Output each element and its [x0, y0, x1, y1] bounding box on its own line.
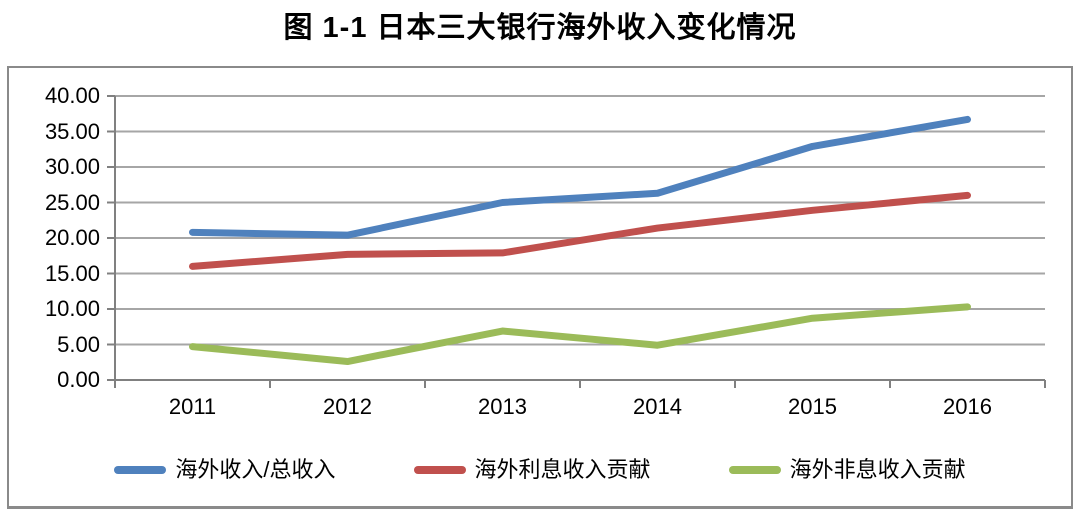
series-line-overseas-income-to-total-income [189, 115, 971, 239]
chart-title: 图 1-1 日本三大银行海外收入变化情况 [283, 12, 797, 44]
legend-line-swatch [728, 466, 781, 474]
y-axis-label: 20.00 [44, 225, 100, 250]
x-axis-label: 2014 [633, 394, 682, 419]
legend-line-swatch [114, 466, 167, 474]
y-axis-label: 0.00 [57, 367, 100, 392]
y-axis-label: 5.00 [57, 331, 100, 357]
y-axis-label: 40.00 [44, 83, 100, 108]
y-axis-label: 35.00 [44, 118, 100, 144]
series-line-overseas-non-interest-income-contribution [189, 303, 971, 366]
x-axis-label: 2012 [323, 394, 372, 419]
x-axis-label: 2011 [168, 394, 217, 419]
x-axis-label: 2016 [943, 394, 992, 419]
x-axis-label: 2015 [788, 394, 837, 419]
y-axis-label: 30.00 [44, 154, 100, 179]
legend: 海外收入/总收入 海外利息收入贡献 海外非息收入贡献 [9, 454, 1071, 486]
legend-item-overseas-income-to-total-income: 海外收入/总收入 [114, 456, 336, 484]
series-line-overseas-interest-income-contribution [189, 191, 971, 270]
legend-item-overseas-interest-income-contribution: 海外利息收入贡献 [413, 456, 651, 484]
legend-label: 海外非息收入贡献 [789, 457, 966, 482]
chart-frame: 40.00 35.00 30.00 25.00 20.00 15.00 10.00 5.00 0… [7, 66, 1073, 509]
chart-plot-area: 40.00 35.00 30.00 25.00 20.00 15.00 10.00 5.00 0… [9, 68, 1071, 506]
legend-item-overseas-non-interest-income-contribution: 海外非息收入贡献 [728, 456, 966, 484]
legend-line-swatch [413, 466, 466, 474]
y-axis-label: 15.00 [44, 260, 100, 286]
y-axis-label: 25.00 [44, 189, 100, 215]
legend-label: 海外收入/总收入 [175, 457, 336, 482]
y-axis-label: 10.00 [44, 296, 100, 321]
x-axis-label: 2013 [478, 394, 527, 419]
legend-label: 海外利息收入贡献 [474, 457, 651, 482]
line-chart [107, 95, 1046, 388]
